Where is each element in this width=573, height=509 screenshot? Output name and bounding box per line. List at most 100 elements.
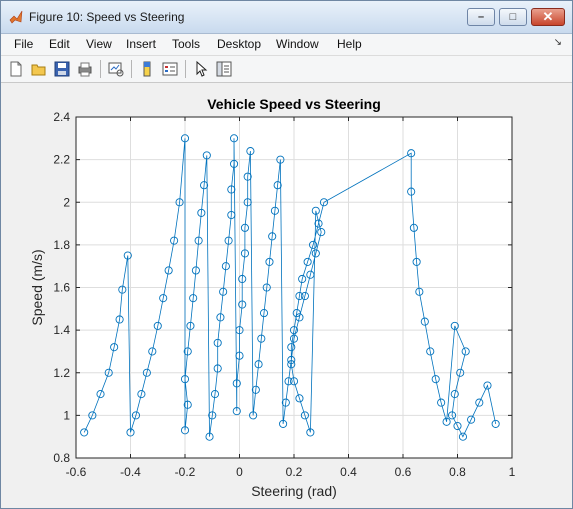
data-point[interactable]	[110, 343, 119, 352]
menu-view[interactable]: View	[86, 37, 112, 51]
data-point[interactable]	[180, 426, 190, 435]
menu-tools[interactable]: Tools	[172, 37, 201, 51]
data-point[interactable]	[303, 257, 312, 266]
data-point[interactable]	[273, 181, 282, 190]
data-point[interactable]	[118, 285, 127, 294]
data-point[interactable]	[238, 300, 247, 309]
data-point[interactable]	[289, 334, 299, 343]
data-point[interactable]	[249, 411, 258, 420]
data-point[interactable]	[200, 181, 209, 190]
data-point[interactable]	[442, 417, 451, 426]
data-point[interactable]	[183, 400, 192, 409]
data-point[interactable]	[175, 198, 184, 207]
data-point[interactable]	[276, 155, 285, 164]
data-point[interactable]	[281, 398, 290, 407]
data-point[interactable]	[148, 347, 157, 356]
data-point[interactable]	[437, 398, 446, 407]
menu-edit[interactable]: Edit	[49, 37, 70, 51]
data-point[interactable]	[202, 151, 211, 160]
data-point[interactable]	[420, 317, 429, 326]
data-point[interactable]	[467, 415, 476, 424]
data-point[interactable]	[88, 411, 97, 420]
data-point[interactable]	[131, 411, 140, 420]
new-figure-icon[interactable]	[7, 60, 25, 78]
data-point[interactable]	[450, 321, 459, 330]
data-point[interactable]	[265, 257, 274, 266]
data-point[interactable]	[300, 291, 309, 301]
data-point[interactable]	[159, 294, 168, 303]
data-point[interactable]	[232, 407, 241, 416]
data-point[interactable]	[295, 313, 304, 322]
close-button[interactable]: ✕	[531, 8, 565, 26]
data-point[interactable]	[259, 309, 269, 318]
data-point[interactable]	[461, 347, 470, 356]
minimize-button[interactable]: –	[467, 8, 495, 26]
data-point[interactable]	[194, 236, 203, 245]
data-point[interactable]	[306, 428, 315, 437]
data-point[interactable]	[227, 185, 236, 194]
menu-desktop[interactable]: Desktop	[217, 37, 262, 51]
data-point[interactable]	[284, 377, 293, 386]
data-point[interactable]	[235, 326, 244, 335]
data-point[interactable]	[104, 368, 113, 377]
data-point[interactable]	[210, 390, 220, 399]
menu-insert[interactable]: Insert	[126, 37, 157, 51]
data-point[interactable]	[153, 321, 162, 330]
data-point[interactable]	[243, 172, 252, 181]
data-point[interactable]	[224, 236, 233, 245]
data-point[interactable]	[240, 223, 249, 232]
data-point[interactable]	[191, 266, 200, 275]
data-point[interactable]	[450, 390, 459, 399]
data-point[interactable]	[317, 228, 326, 237]
data-point[interactable]	[142, 368, 151, 377]
data-point[interactable]	[229, 159, 239, 168]
data-point[interactable]	[287, 343, 296, 352]
data-point[interactable]	[289, 326, 299, 335]
data-point[interactable]	[189, 294, 198, 303]
print-icon[interactable]	[76, 60, 94, 78]
data-point[interactable]	[456, 368, 465, 377]
data-point[interactable]	[164, 266, 173, 275]
data-point[interactable]	[314, 219, 323, 228]
data-point[interactable]	[491, 419, 500, 428]
data-point[interactable]	[295, 394, 304, 403]
data-point[interactable]	[447, 411, 457, 420]
data-point[interactable]	[213, 338, 222, 347]
menu-window[interactable]: Window	[276, 37, 319, 51]
data-point[interactable]	[254, 360, 263, 369]
data-point[interactable]	[232, 379, 241, 388]
maximize-button[interactable]: □	[499, 8, 527, 26]
data-point[interactable]	[311, 249, 320, 258]
open-file-icon[interactable]	[30, 60, 48, 78]
data-point[interactable]	[292, 309, 301, 318]
data-point[interactable]	[306, 270, 315, 279]
menu-overflow-icon[interactable]: ↘	[553, 37, 562, 48]
data-point[interactable]	[208, 411, 217, 420]
data-point[interactable]	[115, 315, 124, 324]
data-point[interactable]	[243, 198, 252, 207]
data-point[interactable]	[309, 240, 318, 249]
data-point[interactable]	[279, 419, 288, 428]
data-point[interactable]	[238, 274, 247, 284]
data-point[interactable]	[80, 428, 89, 437]
data-point[interactable]	[270, 206, 279, 215]
legend-icon[interactable]	[161, 60, 179, 78]
data-point[interactable]	[483, 381, 492, 390]
data-point[interactable]	[475, 398, 484, 407]
data-point[interactable]	[257, 334, 266, 343]
data-point[interactable]	[170, 236, 179, 245]
data-point[interactable]	[186, 321, 195, 330]
data-point[interactable]	[126, 428, 135, 437]
data-point[interactable]	[295, 291, 304, 301]
data-point[interactable]	[213, 364, 222, 373]
data-point[interactable]	[268, 232, 277, 241]
data-point[interactable]	[183, 347, 192, 356]
data-point[interactable]	[251, 385, 260, 394]
menu-file[interactable]: File	[14, 37, 34, 51]
data-point[interactable]	[235, 351, 244, 360]
data-point[interactable]	[319, 198, 329, 207]
data-point[interactable]	[415, 287, 424, 296]
data-point[interactable]	[246, 147, 255, 156]
data-point[interactable]	[123, 251, 132, 260]
data-point[interactable]	[458, 432, 468, 441]
